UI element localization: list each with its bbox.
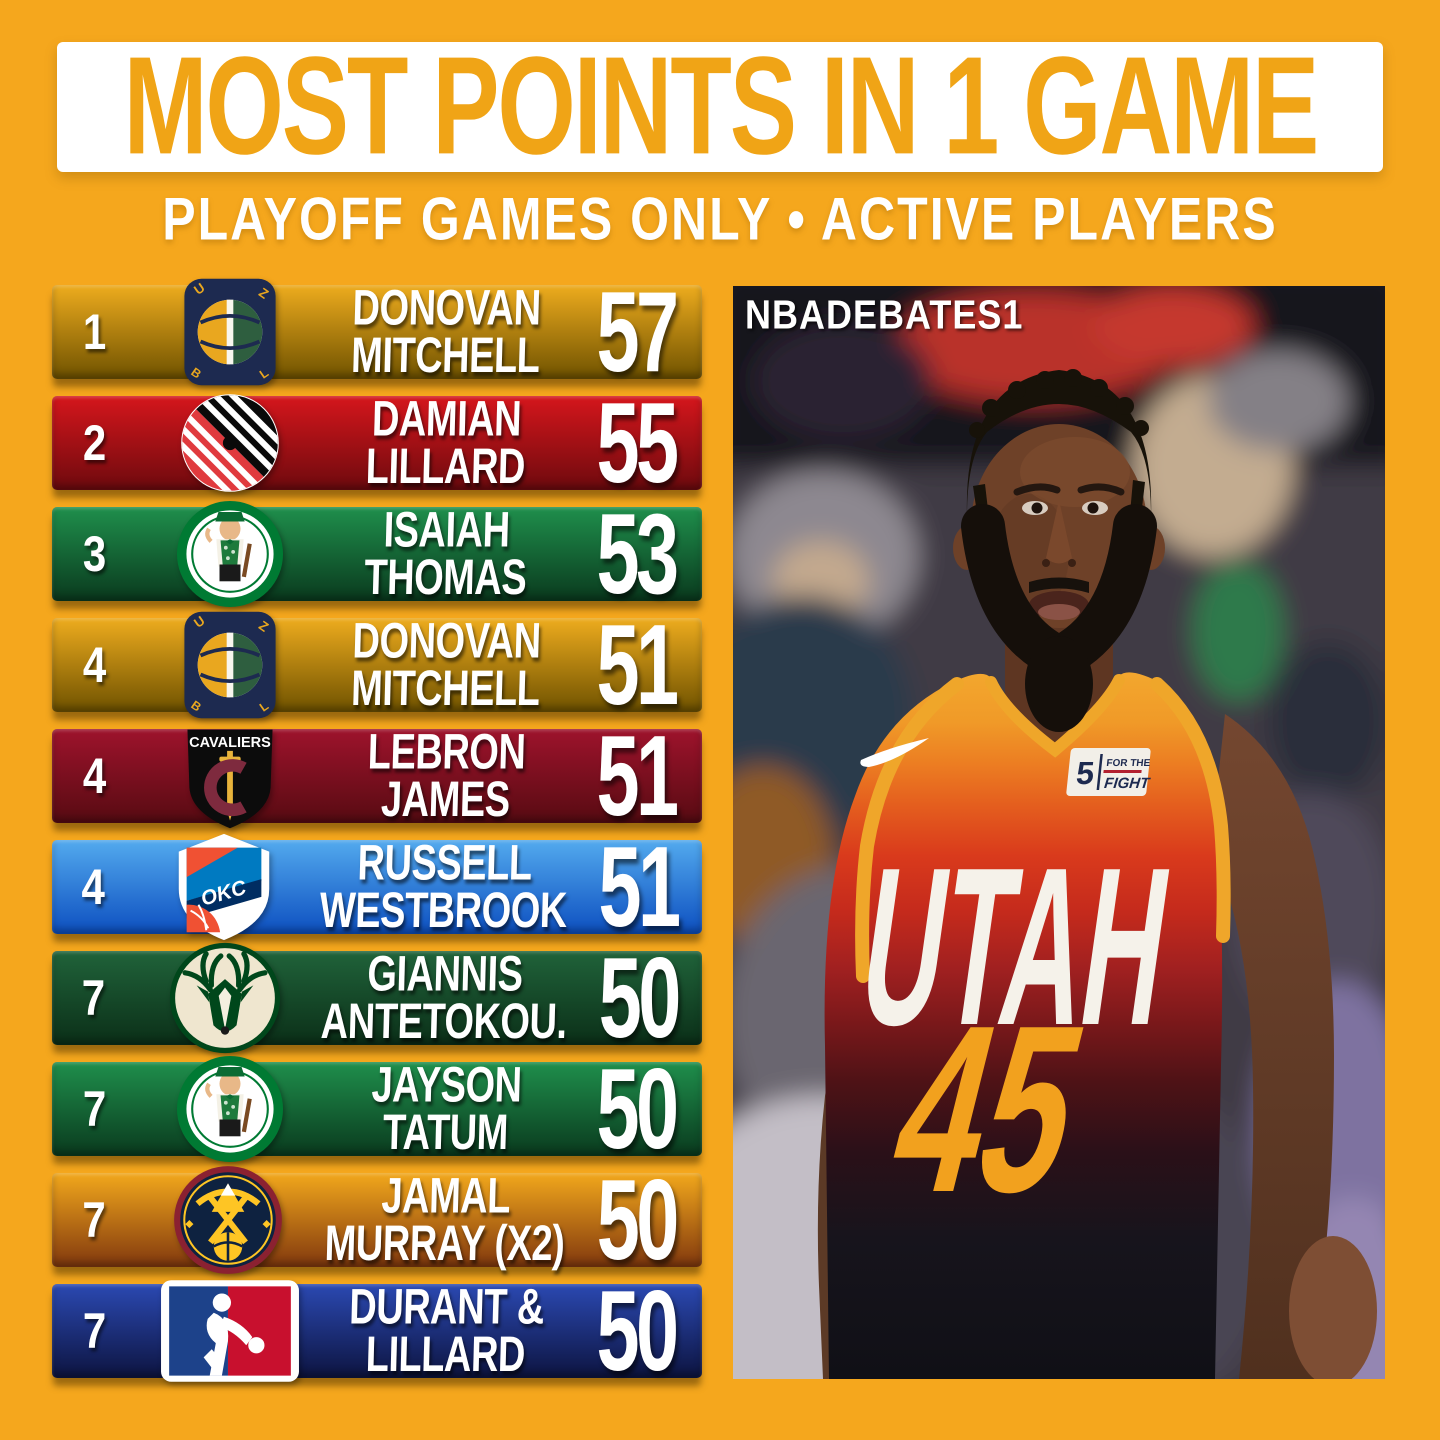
points-value: 57: [596, 267, 679, 396]
player-name: ISAIAH THOMAS: [363, 502, 527, 606]
player-photo: 5 FOR THE FIGHT UTAH 45: [733, 286, 1385, 1379]
rank-number: 7: [82, 1302, 107, 1359]
celtics-logo-icon: [137, 500, 322, 608]
jersey-team-text: UTAH: [848, 820, 1183, 1072]
trail-blazers-logo-icon: [137, 382, 322, 504]
player-name: JAMAL MURRAY (X2): [324, 1168, 566, 1272]
points-value: 53: [596, 489, 679, 618]
points-value: 51: [598, 822, 681, 951]
ranking-row: 1 U Z B L DONOVAN MITCHELL: [52, 267, 702, 396]
player-name: DURANT & LILLARD: [348, 1279, 545, 1383]
title-banner: MOST POINTS IN 1 GAME: [57, 29, 1383, 184]
nuggets-logo-icon: [136, 1166, 319, 1274]
ranking-row: 7 GIANNIS ANTETOKOU.: [52, 933, 702, 1062]
points-value: 50: [596, 1044, 679, 1173]
five-for-the-fight-patch: 5 FOR THE FIGHT: [1066, 748, 1152, 796]
points-value: 50: [596, 1266, 679, 1395]
ranking-row: 4 CAVALIERS LEBRON JAMES 51: [52, 711, 702, 840]
points-value: 50: [598, 933, 681, 1062]
ranking-row: 7: [52, 1155, 702, 1284]
bucks-logo-icon: [135, 942, 315, 1054]
rank-number: 4: [82, 636, 107, 693]
utah-jazz-logo-icon: U Z B L: [137, 278, 322, 386]
player-name: GIANNIS ANTETOKOU.: [319, 946, 568, 1050]
thunder-logo-icon: OKC: [134, 833, 314, 941]
points-value: 51: [596, 600, 679, 729]
ranking-row: 3 ISAIAH: [52, 489, 702, 618]
rank-number: 4: [81, 858, 105, 915]
svg-text:5: 5: [1074, 755, 1096, 791]
rank-number: 7: [82, 1191, 106, 1248]
player-name: JAYSON TATUM: [370, 1057, 523, 1161]
rank-number: 7: [82, 1080, 107, 1137]
utah-jazz-logo-icon: U Z B L: [137, 611, 322, 719]
rank-number: 3: [82, 525, 107, 582]
ranking-row: 4 OKC RUSSELL WESTBROOK 51: [52, 822, 702, 951]
ranking-row: 2: [52, 378, 702, 507]
ranking-row: 7 DURANT & LILLARD: [52, 1266, 702, 1395]
page-title: MOST POINTS IN 1 GAME: [123, 28, 1319, 184]
player-figure: 5 FOR THE FIGHT UTAH 45: [817, 369, 1377, 1379]
player-name: DONOVAN MITCHELL: [350, 280, 542, 384]
points-value: 50: [597, 1155, 680, 1284]
celtics-logo-icon: [137, 1055, 322, 1163]
watermark: NBADEBATES1: [745, 291, 1024, 338]
ranking-row: 7 JAYSON: [52, 1044, 702, 1173]
points-value: 55: [596, 378, 679, 507]
ranking-list: 1 U Z B L DONOVAN MITCHELL: [52, 267, 702, 1395]
player-name: RUSSELL WESTBROOK: [319, 835, 568, 939]
rank-number: 7: [81, 969, 106, 1026]
svg-text:CAVALIERS: CAVALIERS: [189, 735, 271, 751]
page-subtitle: PLAYOFF GAMES ONLY • ACTIVE PLAYERS: [162, 185, 1278, 253]
rank-number: 2: [82, 414, 107, 471]
svg-text:FIGHT: FIGHT: [1103, 775, 1152, 792]
nike-swoosh-icon: [860, 738, 929, 767]
player-name: DONOVAN MITCHELL: [350, 613, 542, 717]
player-name: DAMIAN LILLARD: [365, 391, 526, 495]
rank-number: 1: [82, 303, 107, 360]
cavaliers-logo-icon: CAVALIERS: [137, 729, 322, 829]
points-value: 51: [596, 711, 679, 840]
player-head: [953, 369, 1165, 732]
svg-text:FOR THE: FOR THE: [1106, 758, 1151, 769]
ranking-row: 4 U Z B L DONOVAN MITCHELL: [52, 600, 702, 729]
player-name: LEBRON JAMES: [367, 724, 527, 828]
nba-logo-icon: [137, 1280, 322, 1382]
rank-number: 4: [82, 747, 107, 804]
